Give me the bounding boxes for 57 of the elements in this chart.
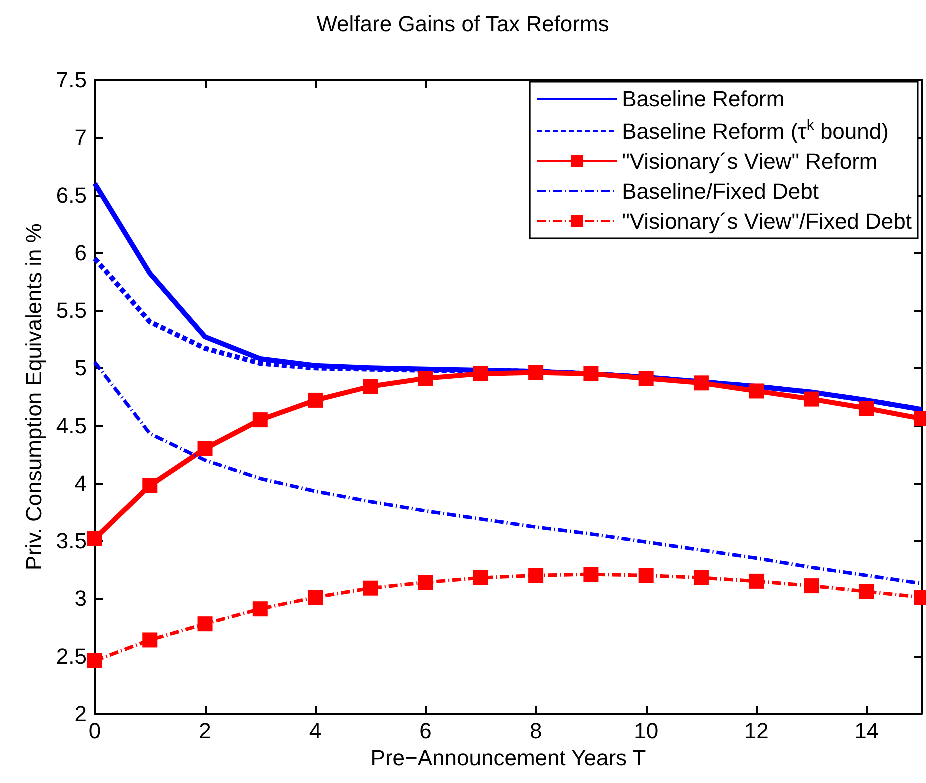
x-axis-title: Pre−Announcement Years T [370,745,646,770]
point [198,441,213,456]
point [528,365,544,380]
point [584,366,599,382]
point [363,580,378,596]
y-tick-label: 4 [74,470,87,496]
point [252,412,268,428]
point [749,574,764,589]
legend-label: Baseline/Fixed Debt [622,179,819,204]
point [473,570,488,586]
point [88,531,102,546]
point [88,653,102,668]
point [252,602,268,617]
legend-label: Baseline Reform [622,86,785,112]
y-tick-label: 2 [74,702,87,726]
x-tick-label: 14 [854,718,880,744]
point [638,371,654,386]
point [859,401,874,416]
y-tick-label: 2.5 [56,644,87,669]
legend-label: "Visionary´s View" Reform [622,149,878,174]
y-tick-label: 3.5 [56,528,87,554]
point [308,392,324,408]
y-tick-label: 5.5 [56,298,87,324]
chart-title: Welfare Gains of Tax Reforms [316,12,610,36]
point [418,371,434,386]
y-tick-label: 7 [74,125,87,150]
x-tick-label: 8 [530,718,542,744]
point [584,567,599,582]
point [363,379,378,394]
x-tick-label: 4 [309,718,322,744]
x-tick-label: 10 [634,718,659,744]
y-tick-label: 5 [74,356,87,381]
x-tick-label: 2 [199,718,212,744]
x-tick-label: 0 [88,718,102,744]
legend-label: "Visionary´s View"/Fixed Debt [622,209,912,234]
point [473,366,488,382]
point [308,590,324,606]
y-tick-label: 4.5 [56,413,87,438]
point [694,570,709,586]
y-tick-label: 3 [74,586,87,612]
point [142,632,158,648]
point [804,392,820,407]
x-tick-label: 6 [420,718,432,744]
point [749,384,764,399]
y-tick-label: 6 [74,240,87,266]
y-axis-title: Priv. Consumption Equivalents in % [22,224,46,570]
y-tick-label: 7.5 [56,68,87,92]
point [418,575,434,590]
x-tick-label: 12 [744,718,769,744]
point [198,616,213,632]
y-tick-label: 6.5 [56,182,87,208]
point [528,568,544,584]
point [804,578,820,594]
point [142,478,158,494]
point [694,376,709,391]
point [859,584,874,600]
point [638,568,654,584]
